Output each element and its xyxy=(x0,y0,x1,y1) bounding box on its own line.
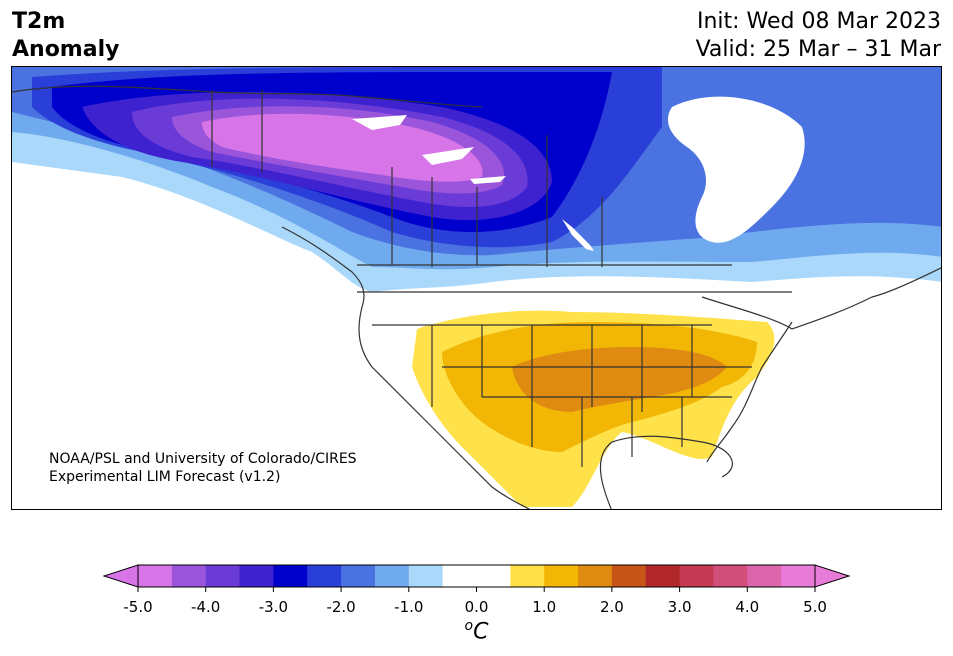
anomaly-map xyxy=(12,67,941,509)
unit-base: C xyxy=(473,619,489,645)
colorbar-swatch xyxy=(138,565,173,587)
colorbar-tick-label: -1.0 xyxy=(394,598,423,616)
colorbar-tick-label: 5.0 xyxy=(803,598,827,616)
colorbar-swatch xyxy=(510,565,545,587)
forecast-info: Init: Wed 08 Mar 2023 Valid: 25 Mar – 31… xyxy=(696,8,941,64)
great-slave-lake xyxy=(422,147,474,165)
colorbar-swatch xyxy=(205,565,241,587)
colorbar-swatch xyxy=(645,565,681,587)
colorbar-swatch xyxy=(747,565,782,587)
map-panel: NOAA/PSL and University of Colorado/CIRE… xyxy=(11,66,942,510)
valid-range: Valid: 25 Mar – 31 Mar xyxy=(695,37,941,62)
colorbar-tick-label: -3.0 xyxy=(259,598,288,616)
colorbar-swatch xyxy=(374,565,410,587)
init-date: Init: Wed 08 Mar 2023 xyxy=(696,9,941,34)
cold-band-9 xyxy=(202,113,483,182)
hudson-bay xyxy=(667,96,805,243)
colorbar-tick-label: -4.0 xyxy=(191,598,220,616)
colorbar-swatch xyxy=(578,565,613,587)
colorbar-swatch xyxy=(679,565,714,587)
colorbar-frame xyxy=(137,564,816,588)
great-bear-lake xyxy=(352,115,407,130)
lake-winnipeg xyxy=(562,219,594,251)
warm-band-3 xyxy=(512,347,727,412)
title-line-2: Anomaly xyxy=(12,37,120,62)
colorbar-unit-label: oC xyxy=(0,618,953,644)
unit-degree: o xyxy=(464,618,474,634)
colorbar-swatch xyxy=(544,565,579,587)
colorbar-swatch xyxy=(239,565,274,587)
credit-line-2: Experimental LIM Forecast (v1.2) xyxy=(49,469,281,485)
colorbar-tick-label: 3.0 xyxy=(668,598,692,616)
boundary-lines xyxy=(12,85,941,509)
colorbar-swatch xyxy=(408,565,444,587)
credit-line-1: NOAA/PSL and University of Colorado/CIRE… xyxy=(49,451,357,467)
colorbar-swatch xyxy=(442,565,477,587)
colorbar-swatch xyxy=(781,565,816,587)
credit-text: NOAA/PSL and University of Colorado/CIRE… xyxy=(49,450,357,486)
colorbar-tick-label: -5.0 xyxy=(123,598,152,616)
colorbar-swatch xyxy=(341,565,376,587)
colorbar-swatch xyxy=(273,565,308,587)
colorbar-swatch xyxy=(171,565,207,587)
colorbar-swatch xyxy=(476,565,511,587)
colorbar-swatch xyxy=(611,565,647,587)
colorbar-extend-high xyxy=(814,564,851,588)
map-title: T2m Anomaly xyxy=(12,8,119,64)
lake-athabasca xyxy=(470,176,506,184)
colorbar-tick-label: -2.0 xyxy=(326,598,355,616)
colorbar-tick-label: 0.0 xyxy=(465,598,489,616)
colorbar-tick-label: 1.0 xyxy=(532,598,556,616)
colorbar-swatch xyxy=(713,565,748,587)
colorbar-tick-label: 4.0 xyxy=(735,598,759,616)
colorbar-swatch xyxy=(307,565,342,587)
colorbar-tick-label: 2.0 xyxy=(600,598,624,616)
title-line-1: T2m xyxy=(12,9,66,34)
colorbar-extend-low xyxy=(102,564,139,588)
